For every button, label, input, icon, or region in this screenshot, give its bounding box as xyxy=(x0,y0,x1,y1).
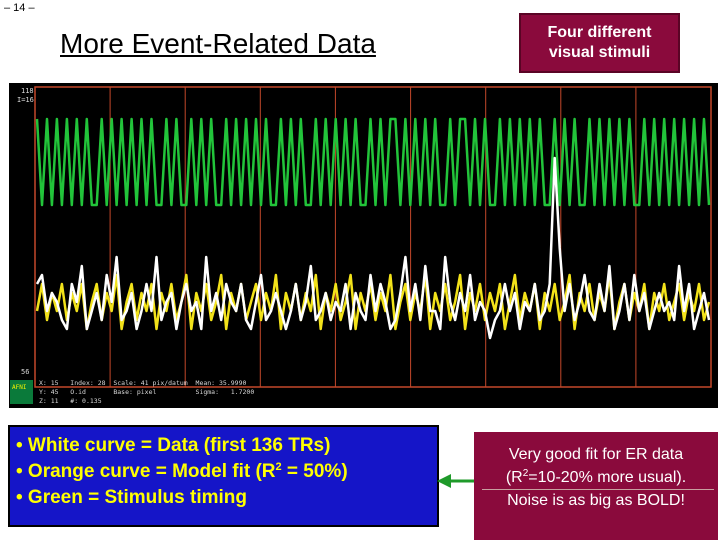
note-line-1: Very good fit for ER data xyxy=(508,446,684,463)
status-row-2: Y: 45 O.id Base: pixel Sigma: 1.7200 xyxy=(39,388,254,396)
bullet-data-text: • White curve = Data (first 136 TRs) xyxy=(16,435,331,456)
afni-graph-window: 118 I=16 56 AFNI X: 15 Index: 28 Scale: … xyxy=(9,83,718,408)
slide-title: More Event-Related Data xyxy=(60,28,376,59)
plot-frame xyxy=(34,86,712,388)
stimuli-callout-line-2: visual stimuli xyxy=(548,44,651,61)
note-box: Very good fit for ER data (R2=10-20% mor… xyxy=(474,432,718,540)
legend-box: • White curve = Data (first 136 TRs) • O… xyxy=(8,425,439,527)
note-line-2-text: (R xyxy=(505,469,523,486)
note-line-2-superscript: 2 xyxy=(522,468,529,479)
timeseries-chart: 118 I=16 56 AFNI X: 15 Index: 28 Scale: … xyxy=(10,86,712,405)
afni-logo-background xyxy=(10,380,33,404)
bullet-model-text: • Orange curve = Model fit (R xyxy=(16,461,276,482)
note-line-2-tail: =10-20% more usual). xyxy=(528,469,687,486)
stimuli-callout-line-1: Four different xyxy=(547,24,652,41)
page-number: – 14 – xyxy=(4,2,35,14)
bullet-stimulus: • Green = Stimulus timing xyxy=(16,485,437,511)
note-line-2: (R2=10-20% more usual). xyxy=(474,466,718,489)
bullet-data: • White curve = Data (first 136 TRs) xyxy=(16,433,437,459)
bullet-model-superscript: 2 xyxy=(275,461,282,473)
y-max-label: 118 xyxy=(21,87,34,95)
status-row-1: X: 15 Index: 28 Scale: 41 pix/datum Mean… xyxy=(39,379,246,387)
curves xyxy=(35,156,711,340)
bullet-stimulus-text: • Green = Stimulus timing xyxy=(16,487,247,508)
afni-logo-text: AFNI xyxy=(12,384,27,391)
stimulus-line xyxy=(35,117,711,207)
afni-logo[interactable]: AFNI xyxy=(10,380,33,404)
gridlines xyxy=(109,87,637,387)
status-row-3: Z: 11 #: 0.135 xyxy=(39,397,102,405)
note-line-3: Noise is as big as BOLD! xyxy=(507,492,685,509)
note-divider xyxy=(482,489,714,490)
stimulus-series xyxy=(35,117,711,207)
index-label: I=16 xyxy=(17,96,34,104)
stimuli-callout: Four different visual stimuli xyxy=(519,13,680,73)
bullet-model: • Orange curve = Model fit (R2 = 50%) xyxy=(16,459,437,485)
bullet-model-tail: = 50%) xyxy=(281,461,348,482)
data-line xyxy=(35,156,711,340)
y-min-label: 56 xyxy=(21,368,29,376)
